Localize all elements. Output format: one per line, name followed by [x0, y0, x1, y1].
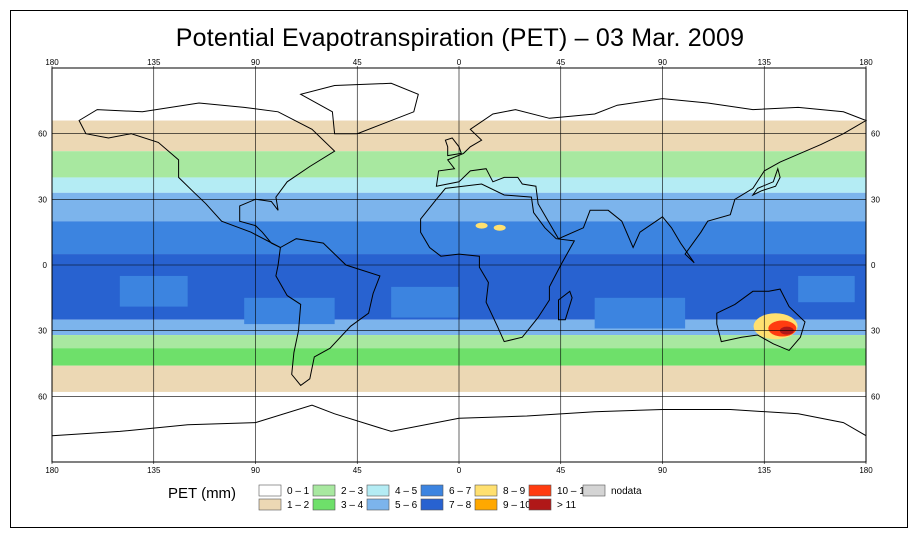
lon-label-bottom: 45 [556, 466, 565, 475]
legend-swatch [582, 484, 606, 497]
lon-label-top: 180 [45, 58, 59, 67]
legend-swatch [366, 484, 390, 497]
lon-label-top: 45 [353, 58, 362, 67]
axis-ticks: 180 180 135 135 90 90 45 45 0 0 45 45 90 90 135 135 180 1… [38, 58, 880, 475]
legend-label: 4 – 5 [395, 486, 418, 497]
legend-swatch [366, 498, 390, 511]
graticule [52, 68, 866, 462]
lon-label-bottom: 135 [147, 466, 161, 475]
lon-label-bottom: 180 [859, 466, 873, 475]
map-title: Potential Evapotranspiration (PET) – 03 … [175, 24, 745, 52]
lon-label-top: 90 [251, 58, 260, 67]
pet-patch [244, 297, 335, 325]
lon-label-top: 90 [658, 58, 667, 67]
continent-madagascar [558, 290, 573, 321]
lat-label-right: 30 [871, 327, 880, 336]
continent-greenland [299, 82, 419, 135]
lon-label-bottom: 45 [353, 466, 362, 475]
lon-label-bottom: 0 [457, 466, 462, 475]
continent-eurasia [435, 98, 868, 264]
legend-label: 6 – 7 [449, 486, 472, 497]
lat-label-left: 60 [38, 130, 47, 139]
lat-label-right: 60 [871, 392, 880, 401]
figure-frame [10, 10, 908, 528]
legend-swatch [528, 498, 552, 511]
legend-swatch [474, 484, 498, 497]
legend-swatch [528, 484, 552, 497]
pet-hotspot-small [493, 224, 506, 231]
continent-africa [420, 183, 576, 343]
pet-patch [798, 275, 855, 303]
legend-title: PET (mm) [168, 485, 237, 502]
lon-label-top: 180 [859, 58, 873, 67]
lat-label-right: 0 [871, 261, 876, 270]
lon-label-top: 135 [758, 58, 772, 67]
legend-label: nodata [611, 486, 642, 497]
legend-label: 0 – 1 [287, 486, 310, 497]
pet-patch [594, 297, 686, 329]
legend-swatch [420, 498, 444, 511]
legend-label: 9 – 10 [503, 500, 531, 511]
legend-label: 1 – 2 [287, 500, 310, 511]
legend-swatch [420, 484, 444, 497]
lat-label-left: 30 [38, 327, 47, 336]
lon-label-top: 45 [556, 58, 565, 67]
legend-swatch [258, 484, 282, 497]
legend-label: 10 – 11 [557, 486, 590, 497]
legend: 0 – 1 1 – 2 2 – 3 3 – 4 4 – 5 5 – 6 6 – 7 7 – 8… [258, 484, 642, 511]
legend-swatch [258, 498, 282, 511]
legend-swatch [474, 498, 498, 511]
lat-label-left: 60 [38, 392, 47, 401]
lon-label-bottom: 135 [758, 466, 772, 475]
legend-label: 2 – 3 [341, 486, 364, 497]
continent-north-america [78, 102, 336, 248]
legend-swatch [312, 498, 336, 511]
continent-britain [444, 137, 462, 157]
lon-label-top: 0 [457, 58, 462, 67]
lon-label-bottom: 90 [251, 466, 260, 475]
legend-label: 3 – 4 [341, 500, 364, 511]
lat-label-right: 30 [871, 195, 880, 204]
lon-label-bottom: 90 [658, 466, 667, 475]
legend-swatch [312, 484, 336, 497]
pet-hotspot-small [475, 222, 488, 229]
legend-label: 7 – 8 [449, 500, 472, 511]
lat-label-right: 60 [871, 130, 880, 139]
lat-label-left: 0 [43, 261, 48, 270]
lon-label-top: 135 [147, 58, 161, 67]
pet-patch [391, 286, 459, 318]
legend-label: > 11 [557, 500, 576, 511]
lat-label-left: 30 [38, 195, 47, 204]
continent-australia [716, 288, 806, 352]
legend-label: 8 – 9 [503, 486, 526, 497]
continent-south-america [275, 238, 381, 387]
lon-label-bottom: 180 [45, 466, 59, 475]
legend-label: 5 – 6 [395, 500, 418, 511]
